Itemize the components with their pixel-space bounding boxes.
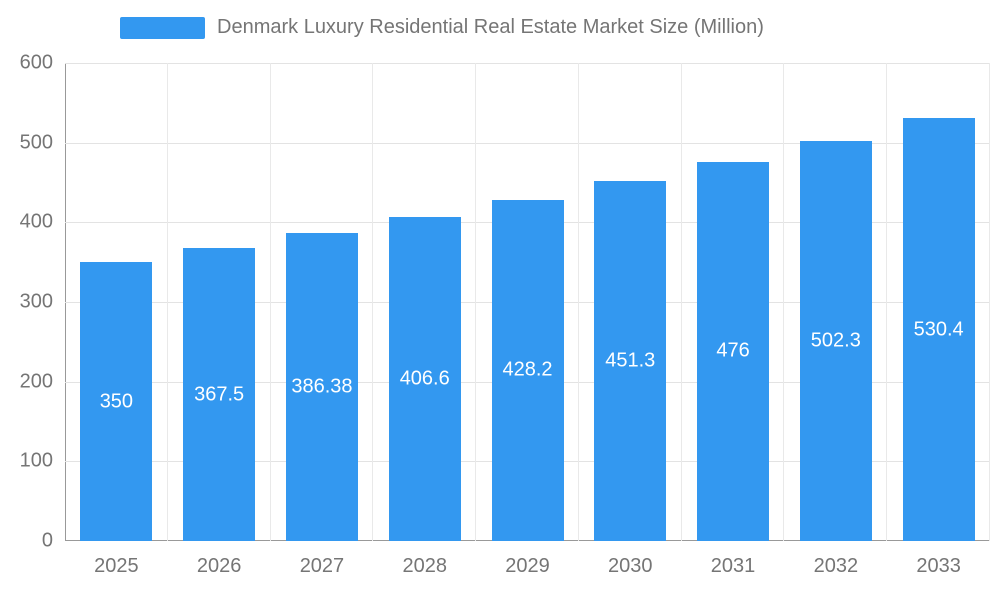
chart-legend[interactable]: Denmark Luxury Residential Real Estate M…	[120, 16, 764, 39]
y-gridline	[65, 142, 990, 144]
bar-value-label: 386.38	[291, 375, 353, 398]
x-gridline	[680, 63, 682, 541]
x-axis-tick-label: 2033	[916, 555, 961, 577]
bar-2027: 386.38	[285, 233, 358, 541]
x-gridline	[783, 63, 785, 541]
x-gridline	[989, 63, 990, 541]
x-axis-tick-label: 2031	[710, 555, 756, 577]
x-axis-tick-label: 2028	[402, 555, 447, 577]
y-gridline	[65, 63, 990, 64]
bar-2029: 428.2	[491, 199, 564, 541]
chart-title[interactable]: Denmark Luxury Residential Real Estate M…	[217, 16, 764, 38]
y-axis-tick-label: 200	[19, 370, 53, 393]
legend-swatch[interactable]	[120, 16, 205, 39]
bar-value-label: 451.3	[605, 349, 656, 372]
bar-value-label: 530.4	[913, 318, 964, 341]
bar-2028: 406.6	[388, 217, 461, 541]
bar-2031: 476	[697, 161, 770, 541]
bar-2030: 451.3	[594, 181, 667, 541]
bar-2026: 367.5	[183, 248, 256, 541]
x-axis-tick-label: 2027	[299, 555, 345, 577]
x-gridline	[166, 63, 168, 541]
x-axis-tick-label: 2032	[813, 555, 859, 577]
x-gridline	[475, 63, 477, 541]
bar-value-label: 367.5	[194, 383, 245, 406]
bar-value-label: 476	[716, 339, 750, 362]
bar-value-label: 428.2	[502, 358, 553, 381]
y-axis-tick-label: 100	[19, 449, 53, 472]
x-gridline	[269, 63, 271, 541]
bar-2025: 350	[80, 262, 153, 541]
y-axis-tick-label: 500	[19, 131, 53, 154]
plot-area: 0 100 200 300 400 500 600 350 2025 367.5 2026 386.3…	[20, 52, 990, 577]
x-axis-tick-label: 2026	[196, 555, 242, 577]
bar-value-label: 406.6	[399, 367, 450, 390]
x-gridline	[577, 63, 579, 541]
y-axis-tick-label: 300	[19, 290, 53, 313]
x-gridline	[886, 63, 888, 541]
x-axis-tick-label: 2030	[608, 555, 653, 577]
x-axis-tick-label: 2029	[505, 555, 550, 577]
bar-value-label: 502.3	[810, 329, 861, 352]
y-axis-tick-label: 400	[19, 210, 53, 233]
y-axis-tick-label: 600	[19, 51, 53, 74]
bar-value-label: 350	[99, 390, 134, 413]
y-axis-tick-label: 0	[41, 529, 53, 552]
x-axis-tick-label: 2025	[94, 555, 139, 577]
bar-2032: 502.3	[799, 140, 872, 541]
bar-2033: 530.4	[902, 118, 975, 541]
x-gridline	[372, 63, 374, 541]
